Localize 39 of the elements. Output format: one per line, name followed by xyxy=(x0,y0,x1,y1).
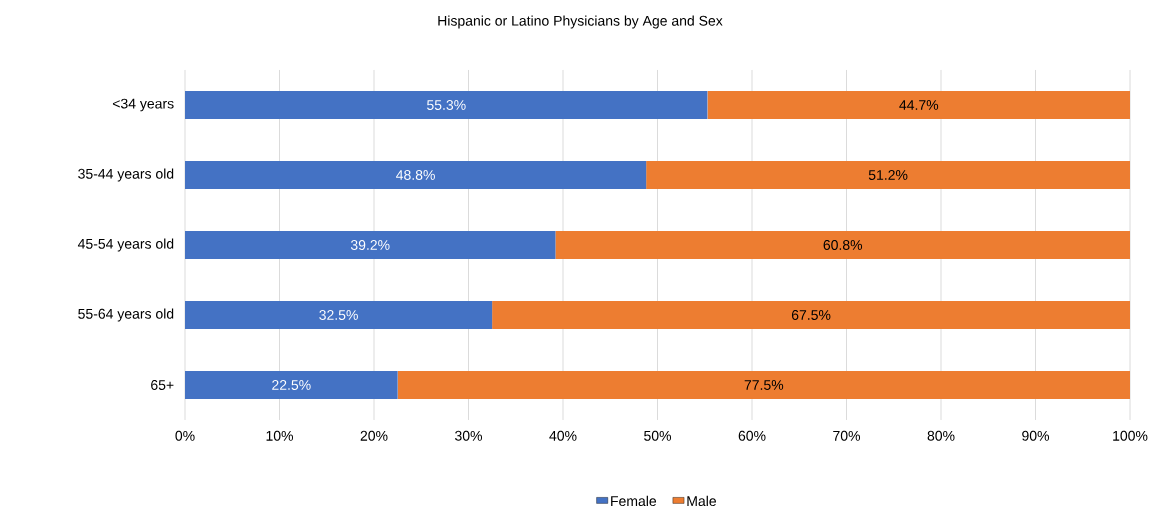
bar xyxy=(492,301,1131,329)
x-tick-label: 0% xyxy=(175,430,195,441)
y-tick-label: 65+ xyxy=(151,380,174,390)
bar xyxy=(397,371,1131,399)
bar xyxy=(646,161,1131,189)
x-tick-label: 90% xyxy=(1022,430,1050,441)
y-tick-label: 35-44 years old xyxy=(78,168,174,182)
bar xyxy=(185,371,398,399)
x-tick-label: 10% xyxy=(266,430,294,441)
bar xyxy=(185,91,708,119)
data-label: 77.5% xyxy=(744,380,784,390)
data-label: 55.3% xyxy=(427,100,466,110)
y-tick-label: 55-64 years old xyxy=(78,308,174,322)
bar xyxy=(707,91,1131,119)
data-label: 48.8% xyxy=(396,170,435,180)
x-tick-label: 40% xyxy=(549,430,577,441)
data-label: 51.2% xyxy=(868,170,908,180)
legend-label: Male xyxy=(687,495,716,507)
bar xyxy=(185,161,647,189)
x-tick-label: 70% xyxy=(833,430,861,441)
data-label: 67.5% xyxy=(791,310,831,320)
legend-label: Female xyxy=(611,495,657,507)
x-tick-label: 100% xyxy=(1113,430,1148,441)
x-tick-label: 60% xyxy=(738,430,766,441)
data-label: 44.7% xyxy=(899,100,939,110)
data-label: 32.5% xyxy=(319,310,358,320)
bar xyxy=(555,231,1131,259)
bar xyxy=(185,231,556,259)
x-tick-label: 30% xyxy=(455,430,483,441)
x-tick-label: 50% xyxy=(644,430,672,441)
y-tick-label: 45-54 years old xyxy=(77,238,174,252)
y-tick-label: <34 years xyxy=(112,98,174,112)
bar xyxy=(185,301,493,329)
data-label: 60.8% xyxy=(823,240,863,250)
data-label: 22.5% xyxy=(272,380,311,390)
chart-title: Hispanic or Latino Physicians by Age and Sex xyxy=(438,15,723,29)
x-tick-label: 20% xyxy=(360,430,388,441)
data-label: 39.2% xyxy=(350,240,390,250)
x-tick-label: 80% xyxy=(927,430,955,441)
